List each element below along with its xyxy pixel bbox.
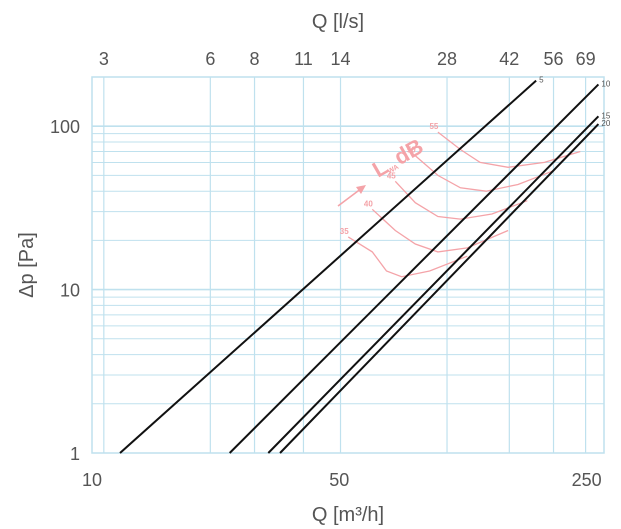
series-label: 5 [539,76,544,85]
y-tick-label: 1 [70,444,80,464]
x2-tick-label: 3 [99,49,109,69]
sound-curve-label: 50 [407,146,416,155]
series-line [228,83,600,454]
x2-tick-label: 56 [544,49,564,69]
lwa-arrow-head [356,185,366,194]
x2-tick-label: 42 [499,49,519,69]
sound-curve-label: 40 [364,199,373,208]
sound-curve-label: 35 [340,227,349,236]
x-tick-label: 250 [572,470,602,490]
sound-curve [371,208,509,253]
sound-curve-label: 45 [387,171,396,180]
x2-axis-title: Q [l/s] [312,11,364,33]
y-axis-title: Δp [Pa] [16,232,38,298]
sound-curve [347,236,468,278]
series-line [279,123,600,454]
sound-curve [437,131,581,168]
x2-tick-label: 8 [250,49,260,69]
x-tick-label: 50 [329,470,349,490]
y-tick-label: 100 [50,117,80,137]
lwa-sub: WA [387,164,400,176]
sound-curve [394,180,528,220]
x2-tick-label: 14 [331,49,351,69]
x-tick-label: 10 [82,470,102,490]
x2-tick-label: 11 [294,49,313,69]
chart-grid [91,76,605,454]
lwa-arrow-line [337,187,363,207]
x2-tick-label: 28 [437,49,457,69]
series-label: 20 [601,119,610,128]
sound-curve [414,155,553,192]
x2-tick-label: 6 [205,49,215,69]
series-label: 15 [601,111,610,120]
x2-tick-label: 69 [576,49,596,69]
x-axis-title: Q [m³/h] [312,504,384,526]
sound-curves: 35 40 45 50 55 [340,122,581,278]
series-label: 10 [601,79,610,88]
y-tick-label: 10 [60,281,80,301]
series-line [267,115,600,454]
series-line [119,79,537,454]
sound-curve-label: 55 [429,122,438,131]
